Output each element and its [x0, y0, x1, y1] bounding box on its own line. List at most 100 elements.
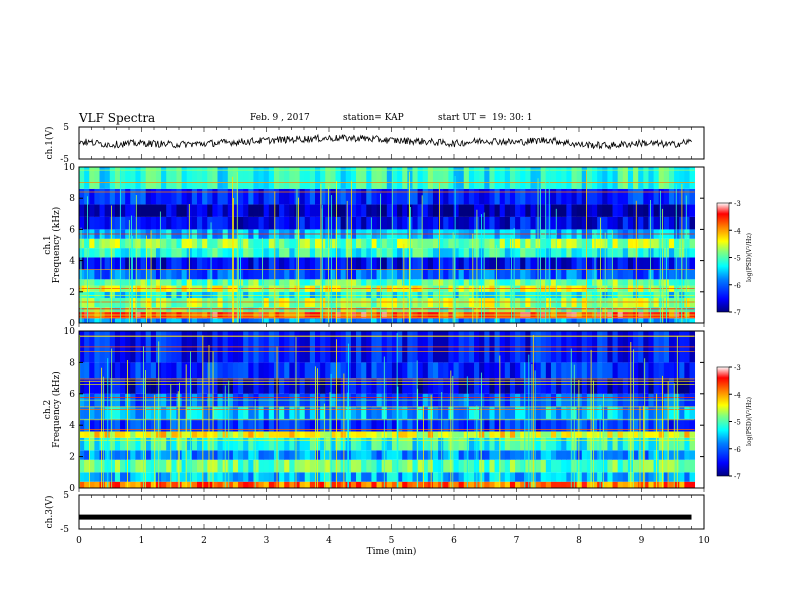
spectrogram-cell — [227, 216, 234, 230]
spectrogram-cell — [130, 406, 136, 419]
spectrogram-cell — [556, 318, 562, 323]
spectrogram-cell — [566, 318, 572, 323]
spectrogram-cell — [668, 418, 675, 432]
spectrogram-cell — [166, 248, 172, 258]
spectrogram-cell — [309, 362, 316, 379]
spectrogram-cell — [273, 248, 280, 258]
spectrogram-cell — [417, 188, 424, 205]
spectrogram-cell — [166, 167, 172, 189]
spectrogram-cell — [561, 257, 567, 270]
spectrogram-cell — [576, 318, 583, 323]
spectrogram-cell — [253, 450, 259, 460]
spectrogram-cell — [530, 269, 536, 280]
spectrogram-cell — [299, 362, 306, 379]
spectrogram-cell — [361, 437, 367, 451]
spectrogram-cell — [104, 269, 111, 280]
spectrogram-cell — [325, 406, 331, 419]
spectrogram-cell — [238, 216, 244, 230]
spectrogram-cell — [653, 257, 660, 270]
spectrogram-cell — [643, 406, 649, 419]
spectrogram-cell — [489, 437, 495, 451]
spectrogram-cell — [381, 291, 388, 299]
spectrogram-cell — [104, 188, 111, 205]
spectrogram-cell — [668, 307, 675, 313]
spectrogram-cell — [273, 307, 280, 313]
spectrogram-cell — [320, 279, 326, 286]
spectrogram-cell — [309, 318, 316, 323]
spectrogram-cell — [622, 279, 629, 286]
spectrogram-cell — [484, 269, 490, 280]
spectrogram-cell — [504, 257, 511, 270]
spectrogram-cell — [135, 298, 141, 308]
spectrogram-cell — [586, 279, 593, 286]
spectrogram-cell — [463, 431, 470, 438]
spectrogram-cell — [145, 406, 152, 419]
spectrogram-cell — [674, 269, 680, 280]
spectrogram-cell — [135, 378, 141, 394]
spectrogram-cell — [356, 298, 362, 308]
spectrogram-cell — [89, 459, 95, 473]
spectrogram-cell — [330, 378, 336, 394]
spectrogram-cell — [140, 257, 147, 270]
spectrogram-cell — [125, 248, 131, 258]
spectrogram-cell — [417, 472, 424, 482]
spectrogram-cell — [253, 431, 259, 438]
spectrogram-cell — [232, 279, 239, 286]
spectrogram-cell — [294, 167, 300, 189]
spectrogram-cell — [196, 418, 203, 432]
spectrogram-cell — [381, 238, 388, 249]
spectrogram-cell — [540, 298, 547, 308]
spectrogram-cell — [135, 450, 141, 460]
spectrogram-cell — [94, 188, 100, 205]
spectrogram-cell — [489, 269, 495, 280]
spectrogram-cell — [427, 378, 434, 394]
y-tick-label: 8 — [69, 194, 75, 204]
spectrogram-cell — [371, 472, 377, 482]
spectrogram-cell — [268, 204, 275, 217]
spectrogram-cell — [345, 188, 352, 205]
spectrogram-cell — [438, 450, 444, 460]
spectrogram-cell — [217, 188, 224, 205]
spectrogram-cell — [345, 269, 352, 280]
spectrogram-cell — [202, 307, 208, 313]
spectrogram-cell — [622, 216, 629, 230]
spectrogram-cell — [494, 378, 501, 394]
spectrogram-cell — [458, 378, 465, 394]
spectrogram-cell — [684, 188, 690, 205]
spectrogram-cell — [289, 472, 295, 482]
spectrogram-cell — [299, 204, 306, 217]
spectrogram-cell — [674, 431, 680, 438]
y-tick-label: -5 — [60, 525, 69, 535]
spectrogram-cell — [535, 472, 542, 482]
spectrogram-cell — [335, 378, 342, 394]
spectrogram-cell — [545, 291, 552, 299]
spectrogram-cell — [345, 279, 352, 286]
spectrogram-cell — [114, 318, 121, 323]
spectrogram-cell — [350, 450, 357, 460]
spectrogram-cell — [679, 362, 685, 379]
spectrogram-cell — [212, 450, 218, 460]
spectrogram-cell — [561, 307, 567, 313]
spectrogram-cell — [309, 248, 316, 258]
spectrogram-cell — [320, 472, 326, 482]
spectrogram-cell — [340, 248, 347, 258]
spectrogram-cell — [166, 406, 172, 419]
spectrogram-cell — [402, 248, 408, 258]
spectrogram-cell — [561, 269, 567, 280]
spectrogram-cell — [89, 216, 95, 230]
spectrogram-cell — [499, 204, 506, 217]
spectrogram-cell — [191, 257, 198, 270]
spectrogram-cell — [515, 318, 521, 323]
spectrogram-cell — [463, 238, 470, 249]
spectrogram-cell — [612, 437, 619, 451]
spectrogram-cell — [689, 431, 696, 438]
spectrogram-cell — [366, 204, 372, 217]
y-tick-label: 4 — [69, 257, 75, 267]
spectrogram-cell — [109, 216, 116, 230]
spectrogram-cell — [89, 291, 95, 299]
spectrogram-cell — [545, 459, 552, 473]
spectrogram-cell — [371, 291, 377, 299]
spectrogram-cell — [191, 216, 198, 230]
spectrogram-cell — [191, 188, 198, 205]
spectrogram-cell — [668, 437, 675, 451]
